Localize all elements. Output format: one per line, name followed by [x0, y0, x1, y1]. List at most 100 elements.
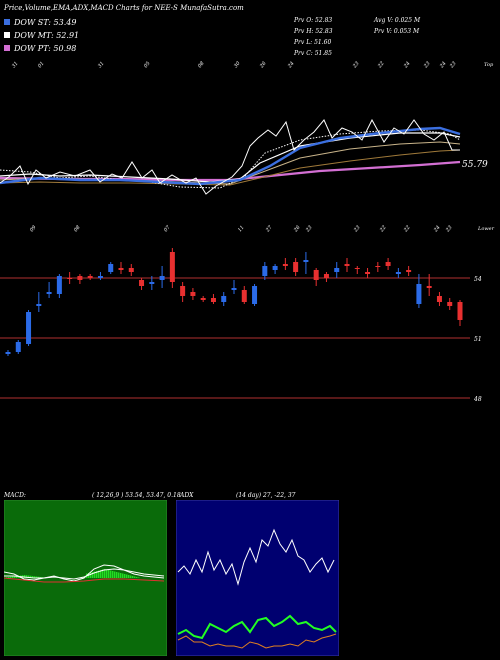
legend-swatch-st — [4, 19, 10, 25]
macd-line — [4, 564, 165, 582]
candle-body — [231, 288, 237, 290]
candle-body — [282, 264, 288, 266]
candle-body — [436, 296, 442, 302]
macd-bar — [106, 569, 108, 578]
adx-orange-line — [177, 633, 337, 649]
price-date-labels: 09 08 07 11 27 26 23 23 22 22 24 23 — [29, 224, 454, 234]
macd-bar — [8, 577, 10, 578]
ema-date-label: 24 — [402, 61, 411, 71]
adx-green-line — [177, 614, 337, 640]
candle-body — [26, 312, 32, 344]
candle-body — [5, 352, 11, 354]
adx-background — [176, 500, 339, 656]
ema-date-label: 31 — [11, 61, 20, 70]
macd-bar — [128, 575, 130, 578]
macd-bar — [38, 576, 40, 578]
ema-top-label: Top — [484, 62, 494, 68]
candle-body — [344, 264, 350, 266]
candle-body — [457, 302, 463, 320]
price-date-label: 22 — [378, 225, 387, 235]
price-date-label: 22 — [402, 225, 411, 235]
candle-body — [334, 268, 340, 272]
macd-bar — [134, 576, 136, 578]
macd-bar — [118, 572, 120, 578]
macd-bar — [34, 576, 36, 578]
macd-panel — [4, 500, 167, 656]
price-level-label: 48 — [473, 396, 482, 403]
candle-body — [190, 292, 196, 296]
candle-body — [252, 286, 258, 304]
candles — [5, 248, 463, 356]
macd-bar — [14, 576, 16, 578]
ema-line-long — [0, 149, 461, 186]
candle-body — [139, 280, 145, 286]
candle-body — [241, 290, 247, 302]
adx-params: (14 day) 27, -22, 37 — [236, 492, 296, 499]
price-levels: 54 51 48 — [0, 276, 482, 403]
ema-date-label: 23 — [351, 61, 360, 71]
macd-signal-line — [4, 568, 165, 580]
macd-bar — [120, 573, 122, 578]
price-level-label: 54 — [474, 276, 482, 283]
chart-title: Price,Volume,EMA,ADX,MACD Charts for NEE… — [4, 4, 244, 12]
macd-bar — [138, 577, 140, 578]
candle-body — [77, 276, 83, 280]
price-date-label: 09 — [29, 224, 38, 233]
macd-bar — [98, 570, 100, 578]
macd-params: ( 12,26,9 ) 53.54, 53.47, 0.18 — [92, 492, 181, 499]
macd-red-line — [4, 577, 165, 583]
candle-body — [303, 260, 309, 262]
macd-bar — [136, 577, 138, 578]
price-date-label: 11 — [237, 225, 246, 234]
candle-body — [272, 266, 278, 270]
macd-title: MACD: — [4, 492, 26, 499]
candle-body — [323, 274, 329, 278]
price-date-label: 08 — [73, 225, 82, 234]
macd-bar — [102, 569, 104, 578]
macd-bar — [122, 573, 124, 578]
candle-body — [87, 276, 93, 278]
candle-body — [159, 276, 165, 280]
candle-body — [375, 266, 381, 267]
stat-avg-volume: Avg V: 0.025 M — [374, 17, 421, 24]
ema-last-value: 55.79 — [462, 160, 488, 170]
macd-bar — [12, 576, 14, 578]
candle-body — [210, 298, 216, 302]
ema-panel: Top 31 01 31 05 08 30 26 24 23 22 24 23 24 23 55.79 — [0, 60, 494, 195]
macd-bar — [116, 572, 118, 578]
legend-dow-st: DOW ST: 53.49 — [4, 17, 76, 27]
price-date-label: 24 — [432, 225, 441, 235]
price-date-label: 07 — [163, 224, 172, 233]
legend-label-st: DOW ST: 53.49 — [14, 17, 77, 27]
candle-body — [354, 268, 360, 269]
price-date-label: 23 — [444, 225, 453, 235]
price-bottom-label: Lower — [477, 226, 495, 232]
candle-body — [365, 272, 371, 274]
candle-body — [97, 276, 103, 278]
macd-bar — [132, 576, 134, 578]
candle-body — [200, 298, 206, 300]
candle-body — [46, 292, 52, 294]
ema-date-label: 24 — [438, 61, 447, 71]
ema-line-st — [0, 126, 461, 186]
stat-prev-close: Prv C: 51.85 — [294, 50, 332, 57]
macd-bar — [108, 570, 110, 578]
legend-swatch-mt — [4, 32, 10, 38]
macd-bar — [36, 576, 38, 578]
ema-date-label: 22 — [376, 61, 385, 71]
macd-bar — [90, 572, 92, 578]
stat-prev-volume: Prv V: 0.053 M — [374, 28, 420, 35]
legend-dow-mt: DOW MT: 52.91 — [4, 30, 79, 40]
stat-prev-open: Prv O: 52.83 — [294, 17, 333, 24]
macd-bar — [96, 571, 98, 578]
macd-bar — [124, 574, 126, 578]
candle-body — [108, 264, 114, 272]
candle-body — [385, 262, 391, 266]
candle-body — [221, 296, 227, 302]
macd-bar — [6, 577, 8, 578]
candle-body — [416, 284, 422, 304]
macd-bar — [16, 576, 18, 578]
legend-label-mt: DOW MT: 52.91 — [14, 30, 80, 40]
candle-body — [447, 302, 453, 306]
